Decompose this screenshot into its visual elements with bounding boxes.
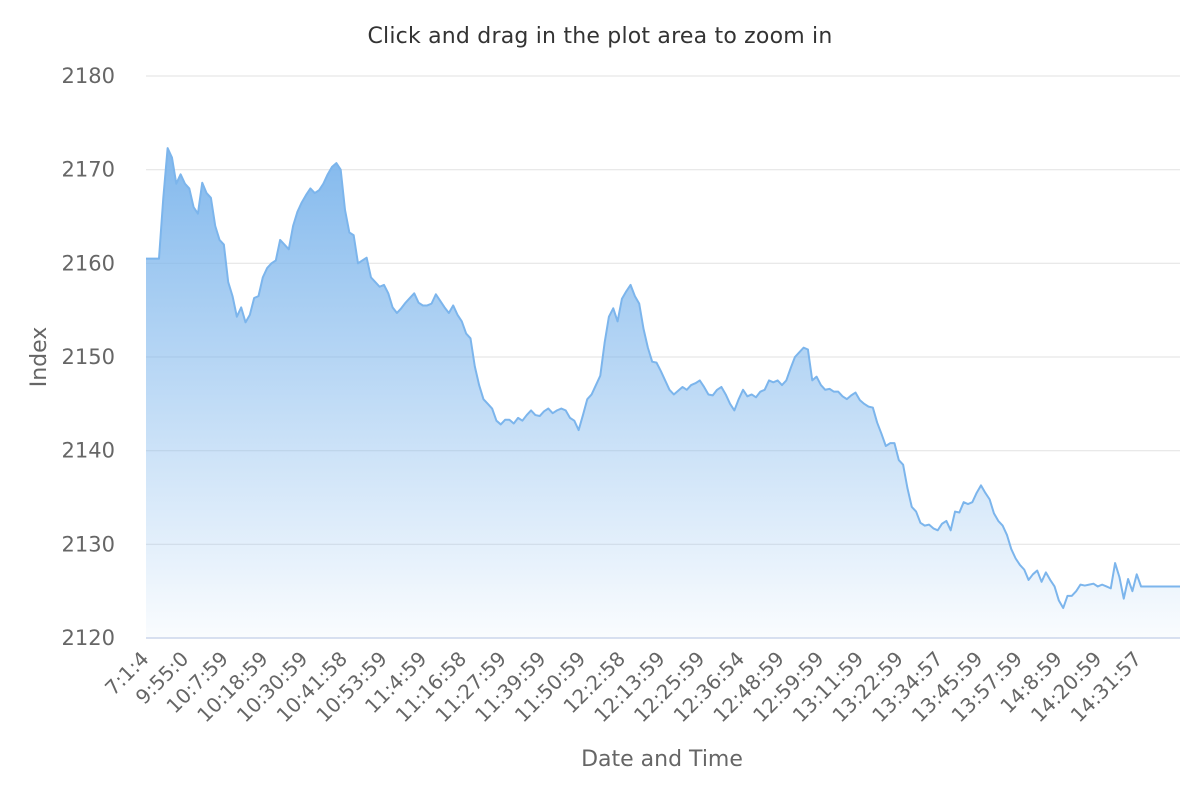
y-tick-label: 2160 — [62, 251, 115, 275]
series-area — [146, 148, 1180, 638]
y-axis-title: Index — [27, 327, 52, 388]
series-layer — [146, 147, 1180, 638]
x-axis-title: Date and Time — [581, 747, 743, 772]
y-tick-label: 2170 — [62, 158, 115, 182]
y-tick-label: 2180 — [62, 64, 115, 88]
y-tick-label: 2130 — [62, 532, 115, 556]
y-tick-label: 2120 — [62, 626, 115, 650]
chart-title: Click and drag in the plot area to zoom … — [367, 24, 833, 49]
y-tick-label: 2140 — [62, 439, 115, 463]
series-line — [146, 147, 1180, 610]
y-tick-label: 2150 — [62, 345, 115, 369]
